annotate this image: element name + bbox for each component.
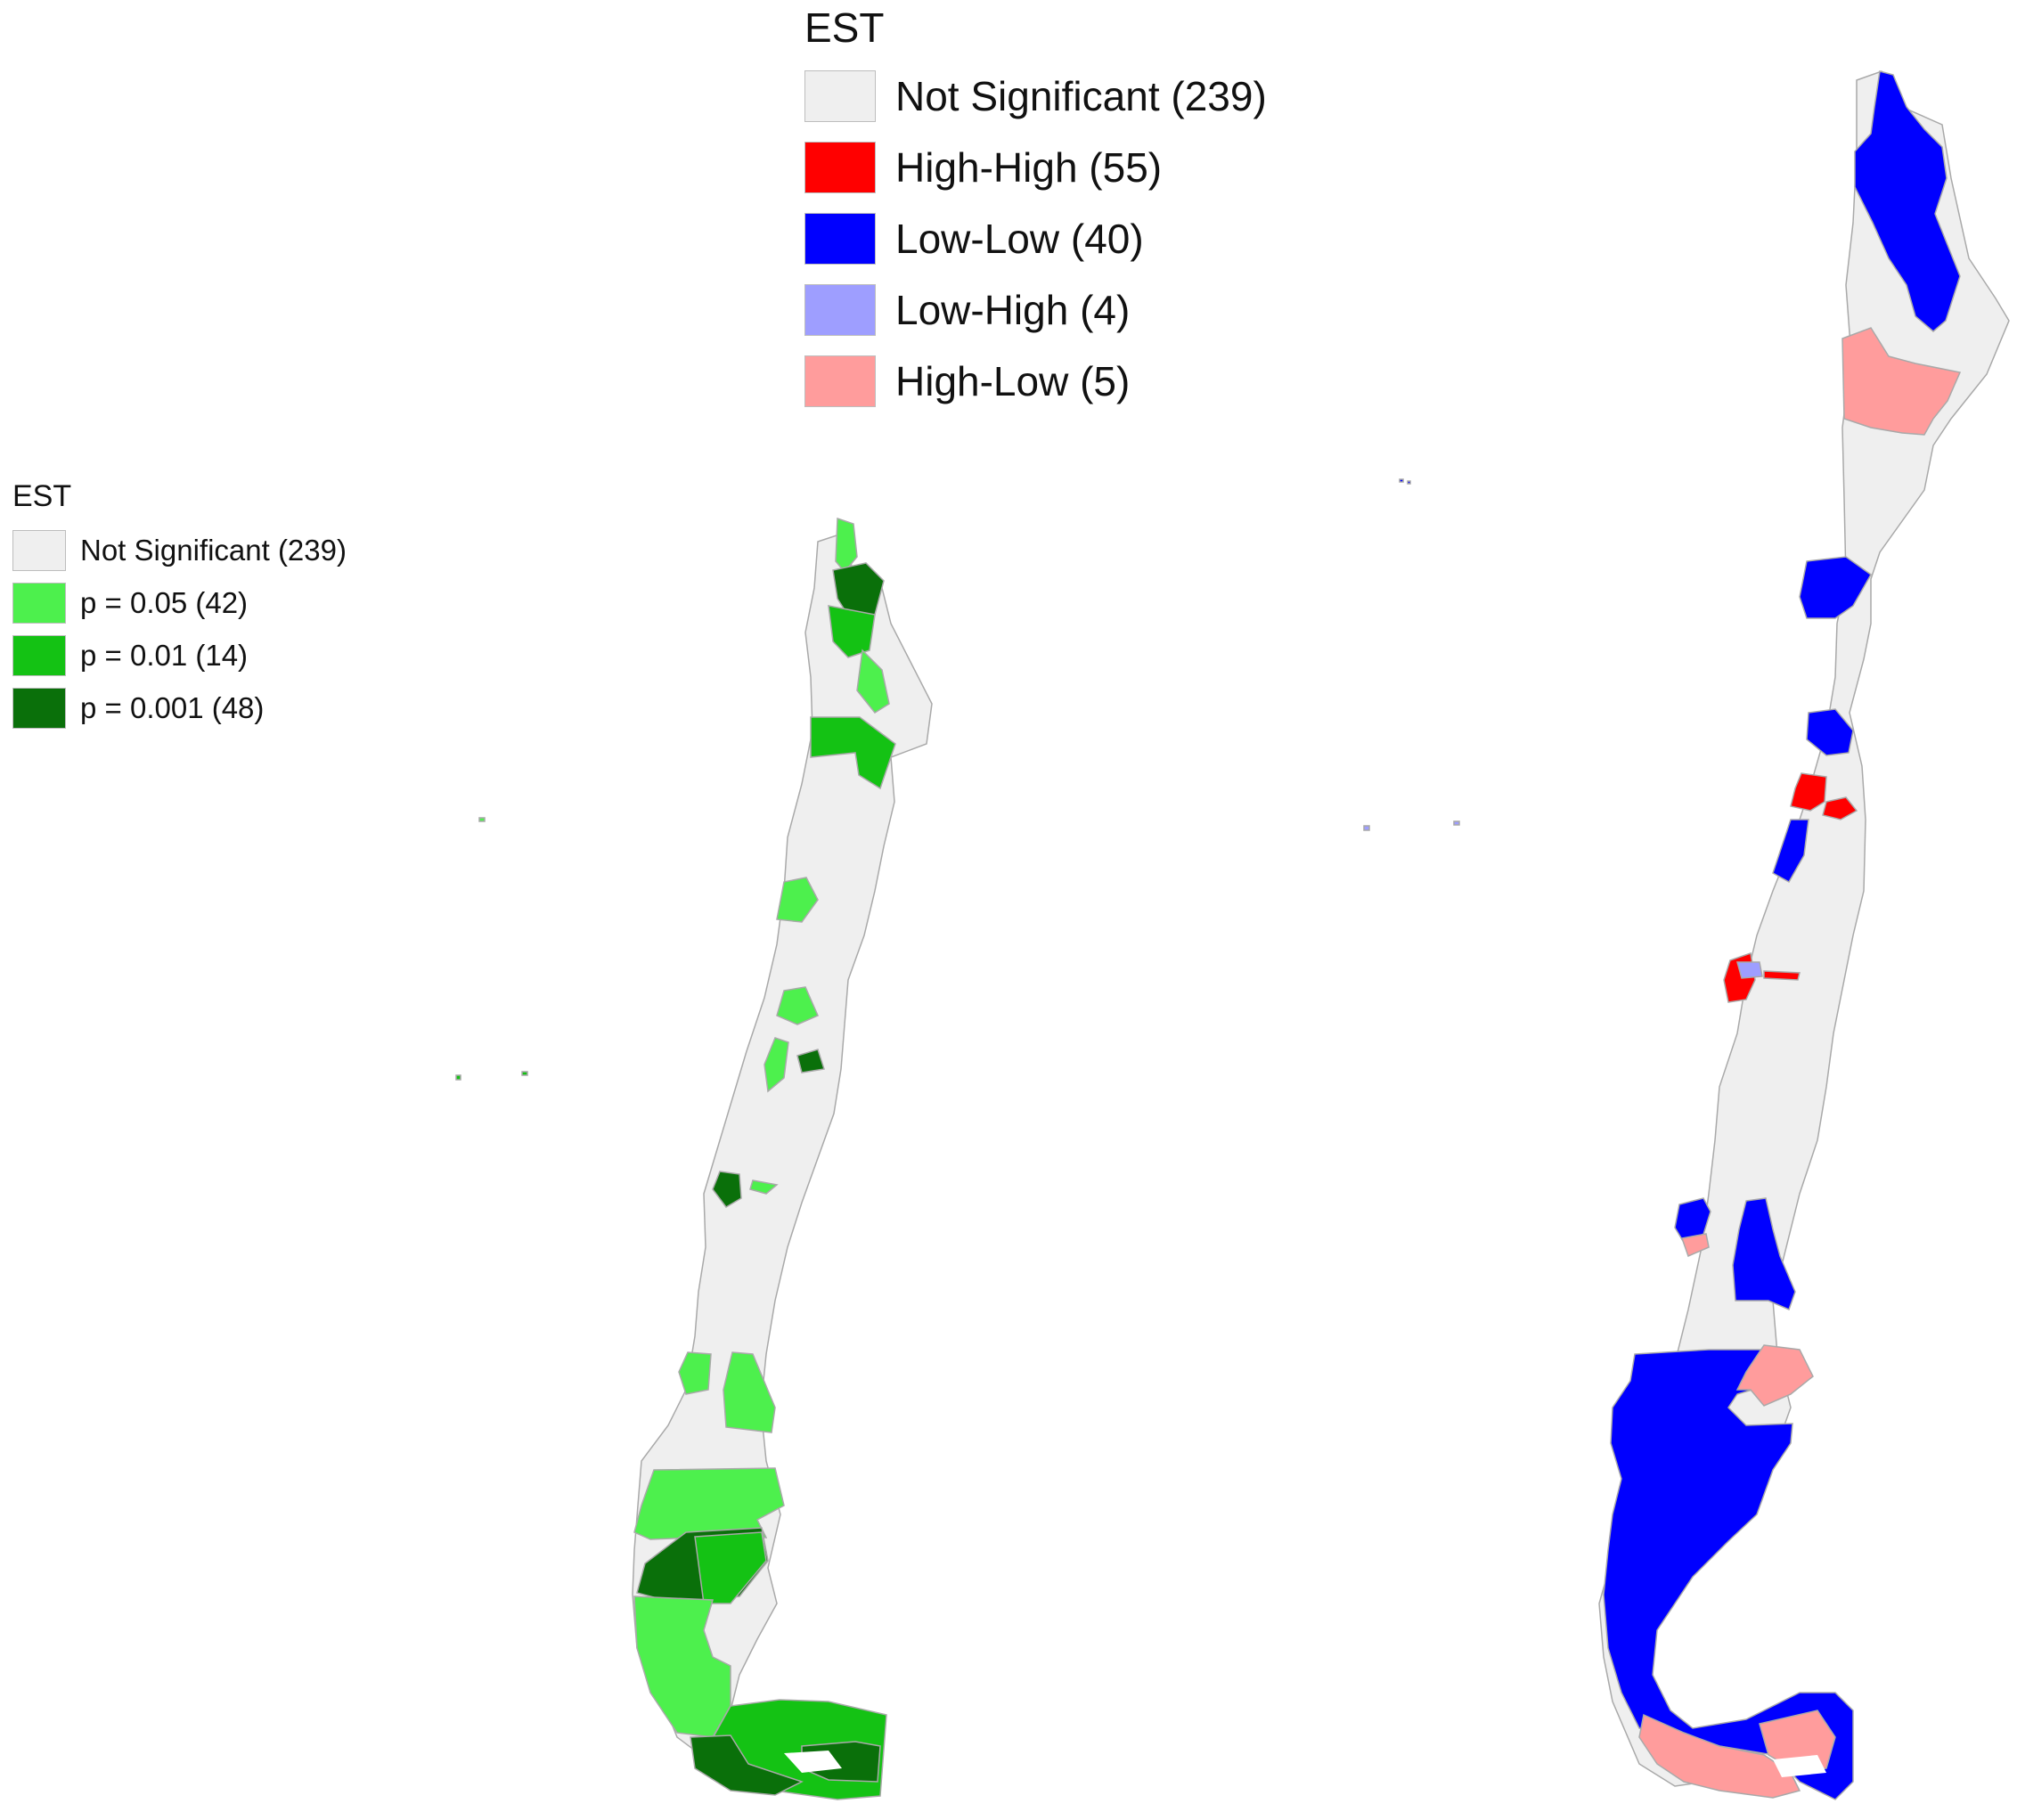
legend-label: Low-High (4) <box>895 287 1131 333</box>
region-low-low <box>1806 708 1854 756</box>
region-high-high <box>1790 772 1827 812</box>
region-p005 <box>749 1179 779 1195</box>
cluster-legend-title: EST <box>804 4 885 51</box>
region-p0001 <box>712 1171 742 1208</box>
region-p001 <box>810 716 896 790</box>
region-not-significant <box>632 534 933 1766</box>
island <box>521 1071 528 1076</box>
ocean-channel <box>1773 1755 1826 1777</box>
island <box>1453 820 1460 826</box>
region-p005 <box>856 649 890 714</box>
legend-item-p001: p = 0.01 (14) <box>12 629 347 681</box>
region-high-low <box>1681 1233 1710 1258</box>
legend-label: Low-Low (40) <box>895 216 1144 262</box>
region-high-low <box>1735 1344 1814 1407</box>
legend-item-p0001: p = 0.001 (48) <box>12 681 347 734</box>
region-p001 <box>828 605 876 658</box>
region-p005 <box>835 517 858 574</box>
significance-legend-title: EST <box>12 479 72 513</box>
island <box>1399 478 1404 483</box>
legend-label: Not Significant (239) <box>895 73 1267 119</box>
legend-item-low-low: Low-Low (40) <box>804 203 1267 274</box>
legend-item-low-high: Low-High (4) <box>804 274 1267 346</box>
legend-item-p005: p = 0.05 (42) <box>12 576 347 629</box>
region-low-low <box>1732 1197 1796 1311</box>
region-low-low <box>1603 1349 1854 1800</box>
region-low-low <box>1854 70 1961 332</box>
swatch-p005 <box>12 582 66 624</box>
region-high-high <box>1822 796 1858 820</box>
swatch-high-high <box>804 142 876 193</box>
swatch-p0001 <box>12 687 66 729</box>
legend-item-high-low: High-Low (5) <box>804 346 1267 417</box>
swatch-p001 <box>12 634 66 676</box>
swatch-not-significant <box>12 529 66 571</box>
region-p005 <box>723 1351 776 1433</box>
legend-label: High-Low (5) <box>895 358 1131 404</box>
cluster-map <box>1363 70 2010 1800</box>
swatch-not-significant <box>804 70 876 122</box>
significance-legend: EST Not Significant (239) p = 0.05 (42) … <box>12 481 347 734</box>
legend-label: p = 0.001 (48) <box>80 690 265 724</box>
region-p005 <box>776 986 819 1025</box>
legend-item-not-significant: Not Significant (239) <box>804 61 1267 132</box>
legend-item-not-significant: Not Significant (239) <box>12 524 347 576</box>
legend-item-high-high: High-High (55) <box>804 132 1267 203</box>
swatch-low-high <box>804 284 876 336</box>
island <box>1363 825 1370 831</box>
region-low-low <box>1799 556 1872 619</box>
legend-label: High-High (55) <box>895 144 1163 191</box>
island <box>478 817 486 822</box>
region-high-high <box>1763 970 1801 981</box>
region-p005 <box>678 1351 712 1395</box>
legend-label: Not Significant (239) <box>80 533 347 567</box>
region-p0001 <box>690 1734 804 1796</box>
region-high-low <box>1638 1713 1801 1799</box>
region-low-high <box>1736 961 1763 979</box>
region-low-low <box>1772 819 1809 884</box>
region-p0001 <box>796 1049 825 1073</box>
region-p005 <box>764 1037 789 1093</box>
significance-map <box>455 517 933 1800</box>
region-high-low <box>1841 327 1962 436</box>
island <box>1407 480 1411 485</box>
swatch-high-low <box>804 355 876 407</box>
legend-label: p = 0.05 (42) <box>80 585 249 619</box>
swatch-low-low <box>804 213 876 265</box>
ocean-channel <box>784 1751 842 1773</box>
cluster-legend: EST Not Significant (239) High-High (55)… <box>804 7 1267 417</box>
region-p005 <box>776 877 819 923</box>
island <box>455 1074 461 1081</box>
legend-label: p = 0.01 (14) <box>80 638 249 672</box>
region-p001 <box>694 1531 767 1604</box>
